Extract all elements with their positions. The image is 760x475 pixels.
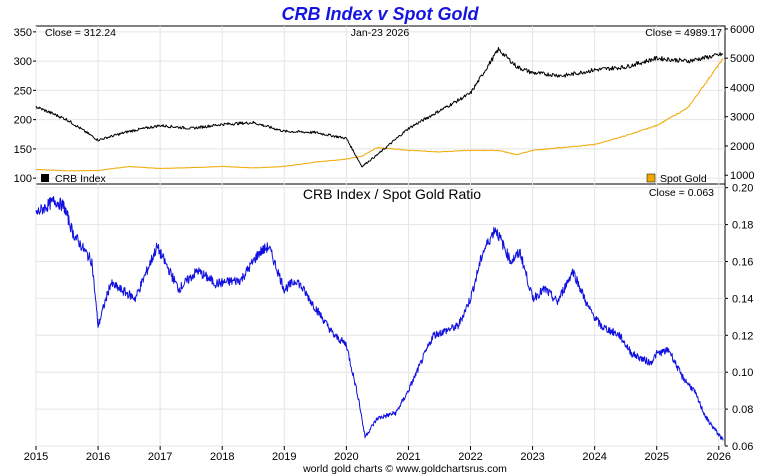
bottom-series (35, 196, 724, 441)
year-tick-label: 2016 (86, 451, 110, 463)
gold-axis-tick-label: 5000 (730, 53, 754, 65)
ratio-axis-tick-label: 0.06 (732, 441, 753, 453)
crb-axis-tick-label: 250 (14, 85, 32, 97)
gold-axis-ticks: 1000 2000 3000 4000 5000 6000 (725, 24, 754, 182)
year-tick-label: 2015 (24, 451, 48, 463)
year-tick-label: 2023 (520, 451, 544, 463)
gold-axis-tick-label: 3000 (730, 112, 754, 124)
crb-gold-ratio-line (35, 196, 724, 441)
year-tick-label: 2019 (272, 451, 296, 463)
crb-axis-tick-label: 300 (14, 56, 32, 68)
ratio-chart-title: CRB Index / Spot Gold Ratio (303, 186, 481, 202)
ratio-axis-tick-label: 0.12 (732, 330, 753, 342)
bottom-gridlines (35, 184, 725, 447)
crb-axis-tick-label: 350 (14, 27, 32, 39)
ratio-axis-ticks: 0.06 0.08 0.10 0.12 0.14 0.16 0.18 0.20 (725, 183, 753, 453)
legend-crb-swatch (41, 174, 49, 182)
legend-gold-swatch (646, 173, 656, 183)
year-tick-label: 2017 (148, 451, 172, 463)
ratio-axis-tick-label: 0.18 (732, 220, 753, 232)
crb-axis-ticks: 100 150 200 250 300 350 (14, 27, 36, 185)
year-tick-label: 2026 (707, 451, 731, 463)
crb-axis-tick-label: 150 (14, 144, 32, 156)
bottom-panel-frame (35, 183, 726, 447)
legend-gold-label: Spot Gold (660, 173, 707, 185)
ratio-axis-tick-label: 0.14 (732, 293, 753, 305)
year-tick-label: 2021 (396, 451, 420, 463)
year-tick-label: 2018 (210, 451, 234, 463)
chart-title: CRB Index v Spot Gold (281, 4, 479, 24)
top-gridlines (35, 26, 725, 184)
footer-credit: world gold charts © www.goldchartsrus.co… (302, 463, 507, 475)
ratio-close-label: Close = 0.063 (649, 187, 714, 199)
crb-close-label: Close = 312.24 (45, 27, 116, 39)
ratio-axis-tick-label: 0.16 (732, 256, 753, 268)
legend-crb-label: CRB Index (55, 173, 107, 185)
ratio-axis-tick-label: 0.10 (732, 367, 753, 379)
year-tick-label: 2025 (644, 451, 668, 463)
gold-close-label: Close = 4989.17 (645, 27, 722, 39)
year-tick-label: 2022 (458, 451, 482, 463)
gold-axis-tick-label: 6000 (730, 24, 754, 36)
crb-axis-tick-label: 100 (14, 173, 32, 185)
date-label: Jan-23 2026 (351, 27, 410, 39)
year-tick-label: 2024 (582, 451, 606, 463)
crb-index-line (35, 47, 724, 168)
crb-axis-tick-label: 200 (14, 115, 32, 127)
year-tick-label: 2020 (334, 451, 358, 463)
year-axis-ticks: 2015 2016 2017 2018 2019 2020 2021 2022 2023 2024… (24, 446, 731, 463)
ratio-axis-tick-label: 0.20 (732, 183, 753, 195)
gold-axis-tick-label: 2000 (730, 141, 754, 153)
gold-axis-tick-label: 4000 (730, 82, 754, 94)
ratio-axis-tick-label: 0.08 (732, 404, 753, 416)
gold-axis-tick-label: 1000 (730, 170, 754, 182)
top-panel-frame (35, 25, 726, 185)
spot-gold-line (36, 58, 724, 172)
top-series (35, 47, 724, 172)
